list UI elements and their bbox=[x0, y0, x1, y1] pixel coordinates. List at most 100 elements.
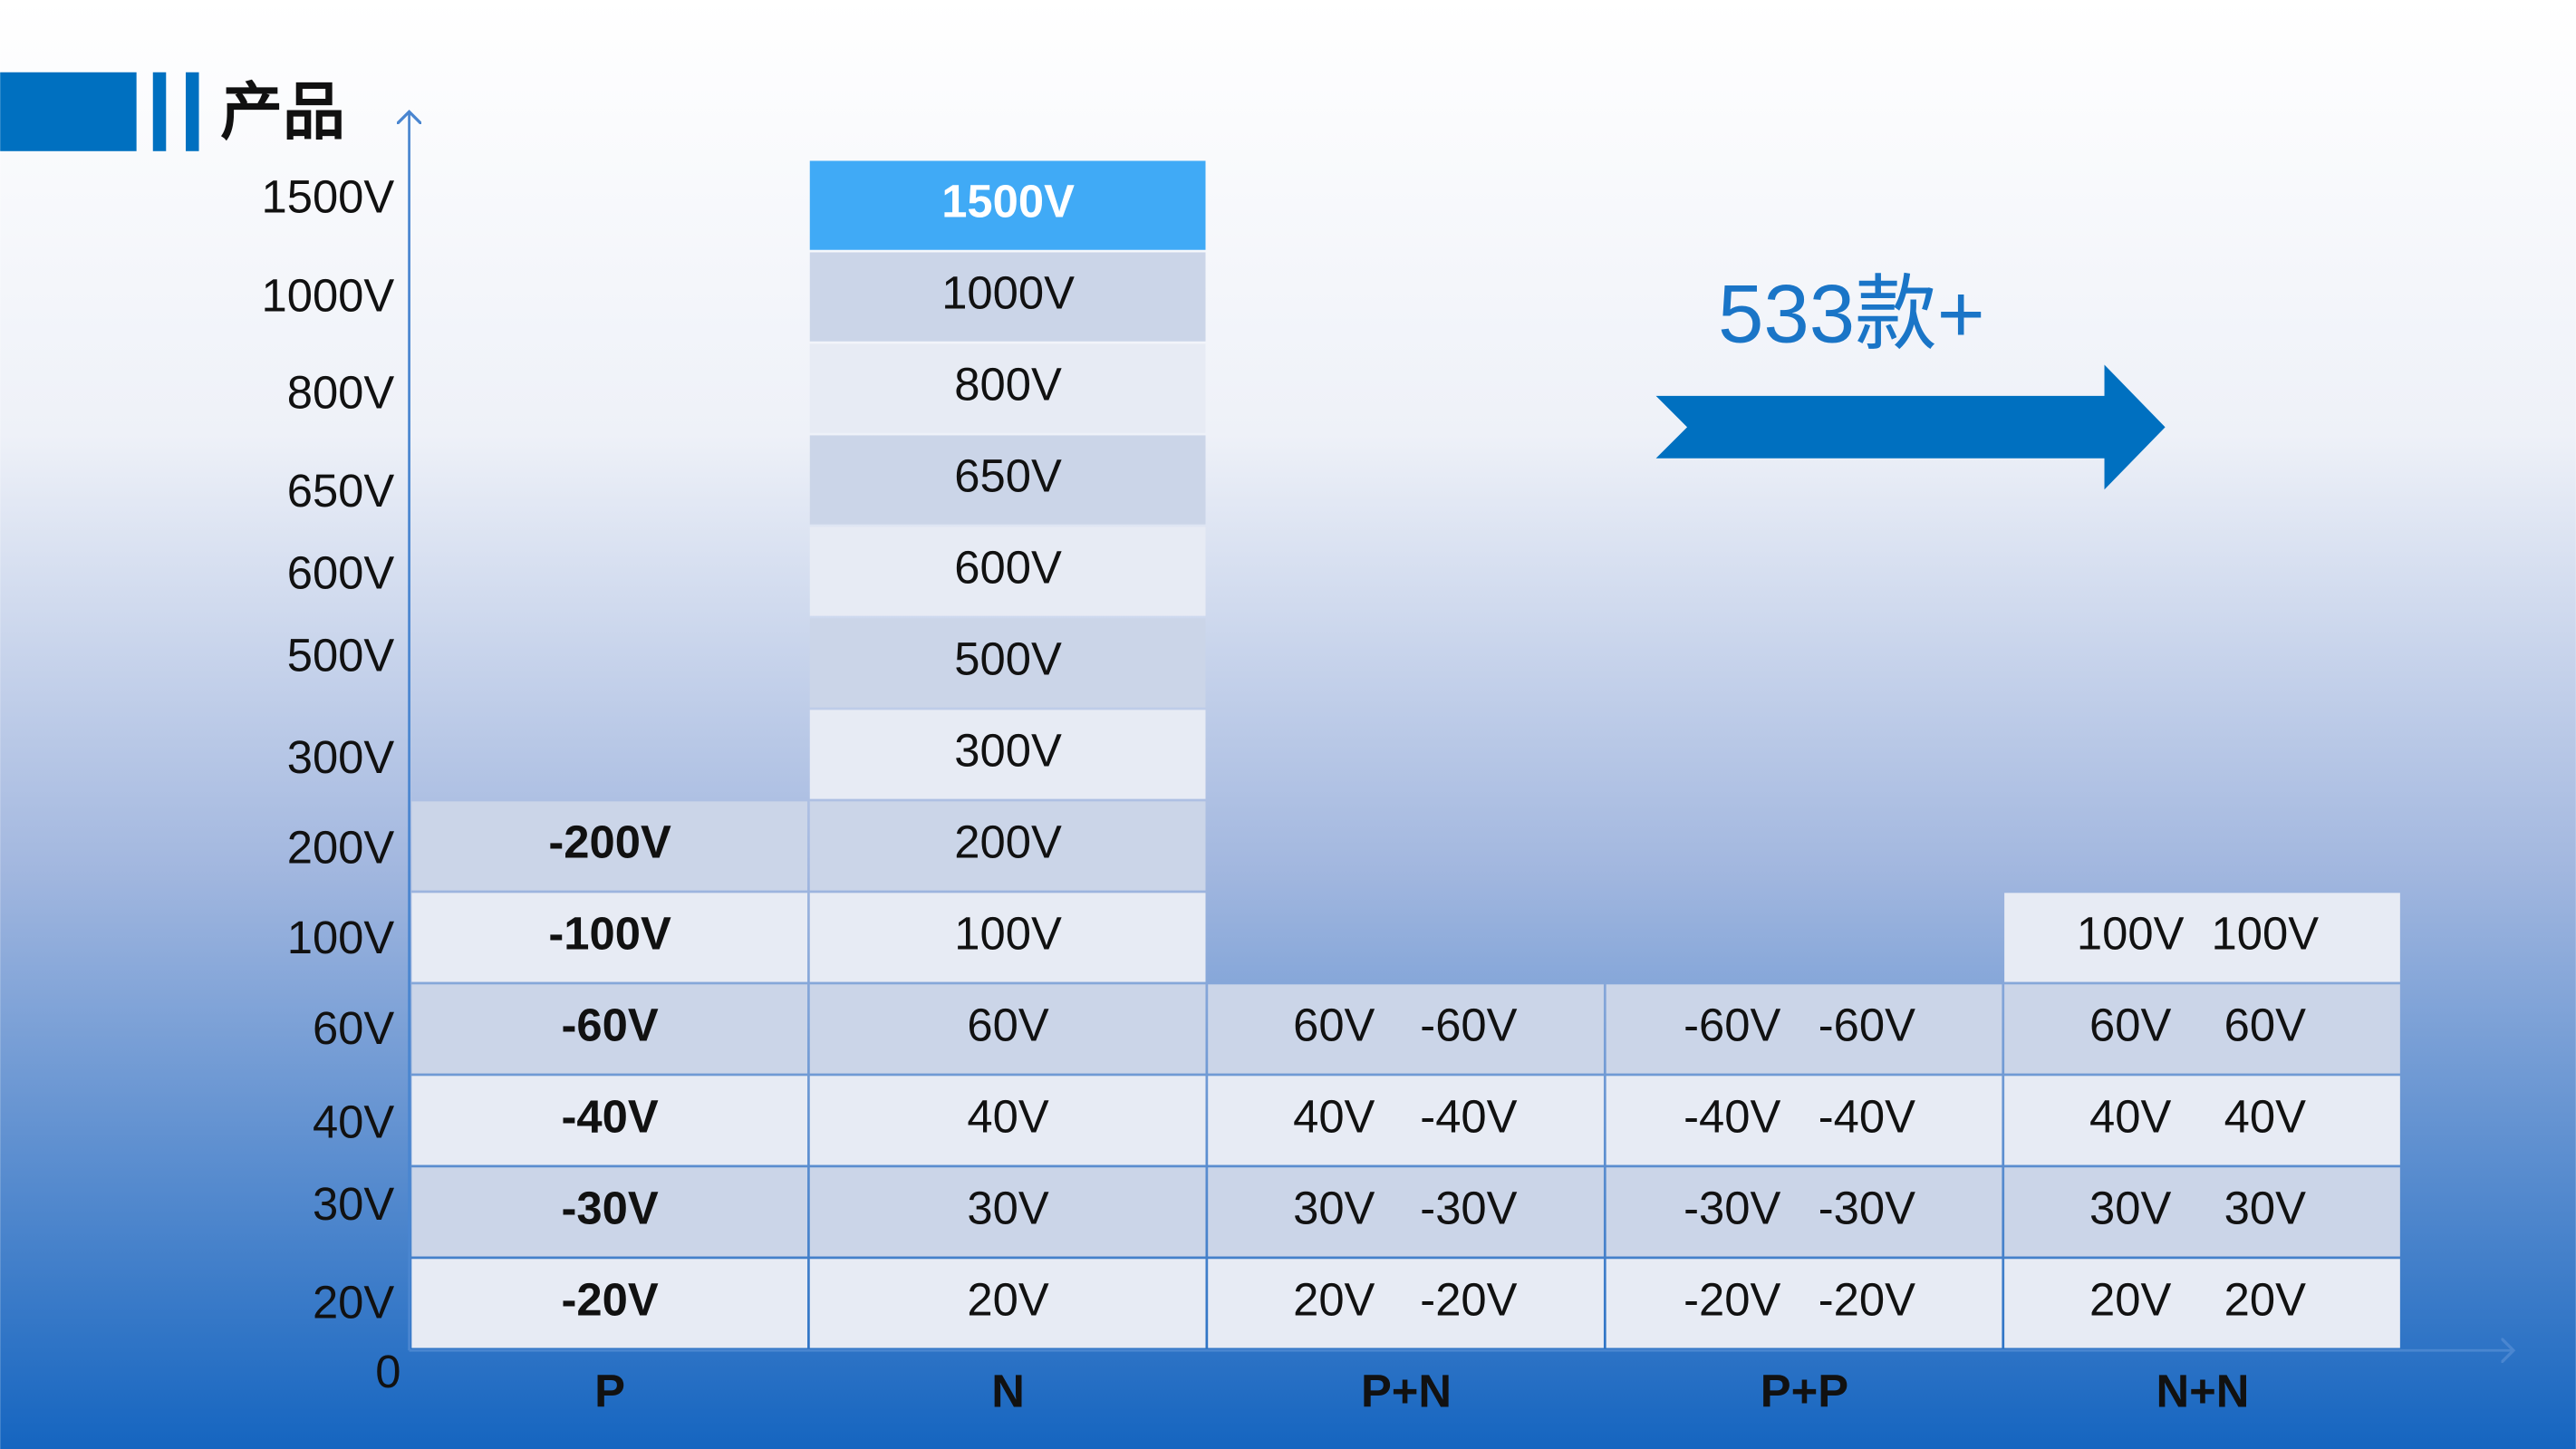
cell-value: -200V bbox=[548, 816, 671, 867]
table: -200V -100V -60V -40V -30V -20V 1500V 1000V 800V… bbox=[411, 160, 2400, 1348]
cell bbox=[2004, 1259, 2400, 1348]
cell bbox=[1208, 1076, 1604, 1165]
cell bbox=[411, 1167, 808, 1257]
column-label: P bbox=[594, 1366, 625, 1417]
cell-value: 650V bbox=[954, 450, 1062, 502]
cell-value: 20V bbox=[2224, 1273, 2306, 1325]
cell bbox=[809, 526, 1206, 616]
cell-value: 20V bbox=[1293, 1273, 1375, 1325]
cell-value: 60V bbox=[1293, 999, 1375, 1050]
y-axis-label: 60V bbox=[313, 1002, 394, 1054]
cell bbox=[411, 1259, 808, 1348]
column-label: P+N bbox=[1361, 1366, 1452, 1417]
cell-value: -40V bbox=[1420, 1090, 1517, 1142]
y-axis-label: 40V bbox=[313, 1096, 394, 1147]
cell bbox=[809, 160, 1206, 250]
y-axis-label: 500V bbox=[287, 629, 395, 681]
cell bbox=[809, 984, 1206, 1074]
y-axis-label: 20V bbox=[313, 1277, 394, 1328]
column-label: N bbox=[991, 1366, 1025, 1417]
cell bbox=[809, 801, 1206, 891]
cell-value: 600V bbox=[954, 541, 1062, 593]
title: 产品 bbox=[220, 77, 345, 147]
cell-value: -40V bbox=[1684, 1090, 1780, 1142]
cell bbox=[809, 1259, 1206, 1348]
cell-value: -30V bbox=[1420, 1182, 1517, 1233]
y-axis-label: 800V bbox=[287, 366, 395, 418]
cell bbox=[2004, 1076, 2400, 1165]
column-label: N+N bbox=[2156, 1366, 2249, 1417]
cell-value: 30V bbox=[1293, 1182, 1375, 1233]
cell-value: -60V bbox=[1684, 999, 1780, 1050]
cell-value: 40V bbox=[967, 1090, 1048, 1142]
cell-value: 500V bbox=[954, 633, 1062, 684]
cell bbox=[2004, 893, 2400, 982]
cell-value: -30V bbox=[562, 1182, 659, 1233]
cell bbox=[809, 893, 1206, 982]
y-axis-label: 600V bbox=[287, 547, 395, 599]
cell bbox=[411, 893, 808, 982]
cell-value: 30V bbox=[2089, 1182, 2171, 1233]
cell bbox=[411, 801, 808, 891]
cell-value: 800V bbox=[954, 359, 1062, 411]
cell-value: 30V bbox=[967, 1182, 1048, 1233]
cell-value: -20V bbox=[1684, 1273, 1780, 1325]
cell-value: -60V bbox=[1819, 999, 1915, 1050]
cell bbox=[809, 710, 1206, 799]
cell-value: 1500V bbox=[941, 176, 1075, 227]
cell-value: 20V bbox=[967, 1273, 1048, 1325]
cell-value: -40V bbox=[562, 1090, 659, 1142]
cell-value: 1000V bbox=[941, 267, 1075, 319]
cell bbox=[809, 1076, 1206, 1165]
arrow bbox=[1655, 364, 2166, 490]
cell-value: -100V bbox=[548, 907, 671, 959]
cell bbox=[809, 435, 1206, 525]
cell bbox=[809, 252, 1206, 342]
cell-value: 20V bbox=[2089, 1273, 2171, 1325]
y-axis-label: 1500V bbox=[262, 171, 395, 223]
cell bbox=[809, 618, 1206, 708]
cell-value: -60V bbox=[1420, 999, 1517, 1050]
cell-value: -20V bbox=[1420, 1273, 1517, 1325]
cell bbox=[1606, 1076, 2002, 1165]
y-axis-label: 200V bbox=[287, 822, 395, 874]
cell-value: 30V bbox=[2224, 1182, 2306, 1233]
title-stripe bbox=[152, 72, 167, 151]
cell-value: -20V bbox=[1819, 1273, 1915, 1325]
cell bbox=[1208, 1259, 1604, 1348]
title-stripe bbox=[186, 72, 199, 151]
cell-value: 40V bbox=[2224, 1090, 2306, 1142]
cell-value: 60V bbox=[2224, 999, 2306, 1050]
title-bar bbox=[0, 72, 137, 151]
y-axis-label: 0 bbox=[375, 1346, 400, 1397]
cell bbox=[1606, 1167, 2002, 1257]
cell-value: 60V bbox=[2089, 999, 2171, 1050]
cell-value: 60V bbox=[967, 999, 1048, 1050]
cell-value: 40V bbox=[1293, 1090, 1375, 1142]
cell bbox=[809, 343, 1206, 433]
column-label: P+P bbox=[1761, 1366, 1848, 1417]
cell-value: -30V bbox=[1819, 1182, 1915, 1233]
callout: 533款+ bbox=[1718, 268, 1985, 360]
y-axis-label: 100V bbox=[287, 912, 395, 963]
cell-value: -60V bbox=[562, 999, 659, 1050]
y-axis-label: 300V bbox=[287, 731, 395, 783]
cell bbox=[1208, 1167, 1604, 1257]
cell bbox=[809, 1167, 1206, 1257]
cell bbox=[1606, 984, 2002, 1074]
cell bbox=[2004, 1167, 2400, 1257]
cell-value: 300V bbox=[954, 724, 1062, 776]
cell bbox=[2004, 984, 2400, 1074]
y-axis-label: 30V bbox=[313, 1178, 394, 1230]
cell-value: -30V bbox=[1684, 1182, 1780, 1233]
y-axis-label: 1000V bbox=[262, 269, 395, 321]
cell-value: -40V bbox=[1819, 1090, 1915, 1142]
cell-value: 100V bbox=[2212, 907, 2320, 959]
cell bbox=[411, 1076, 808, 1165]
cell-value: -20V bbox=[562, 1273, 659, 1325]
cell-value: 100V bbox=[954, 907, 1062, 959]
cell-value: 200V bbox=[954, 816, 1062, 867]
cell-value: 40V bbox=[2089, 1090, 2171, 1142]
